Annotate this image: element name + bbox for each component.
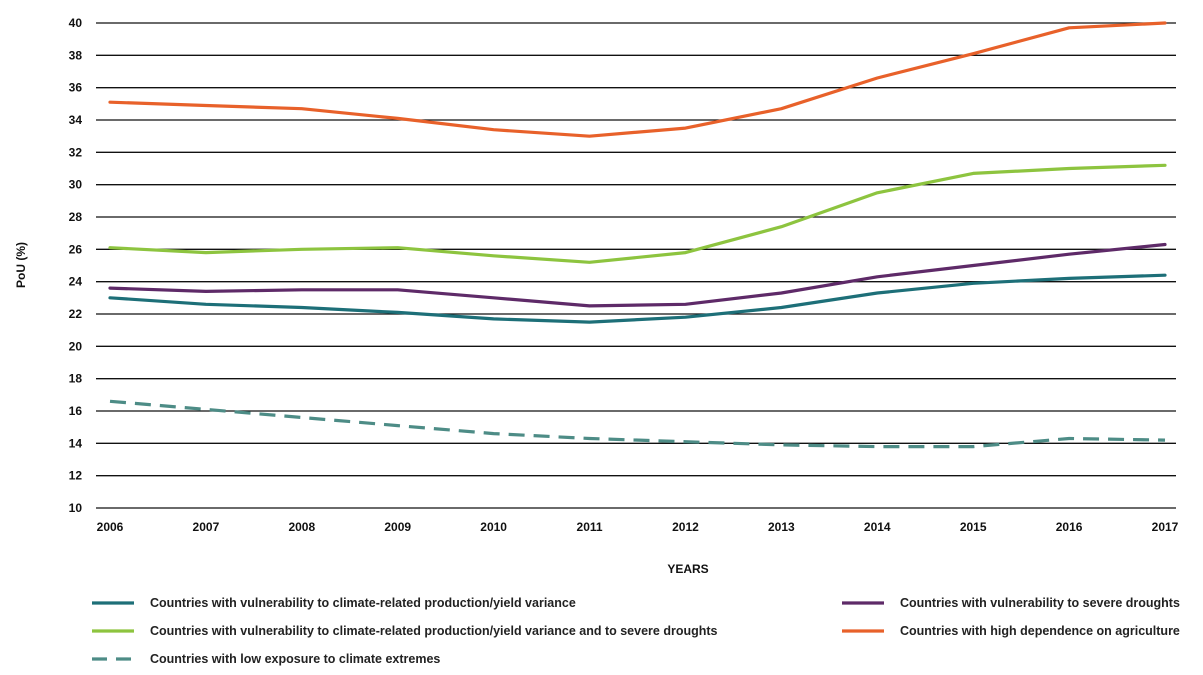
legend-label: Countries with vulnerability to climate-…: [150, 596, 576, 610]
y-tick-label: 18: [69, 372, 83, 386]
legend-label: Countries with high dependence on agricu…: [900, 624, 1180, 638]
y-tick-label: 40: [69, 16, 83, 30]
series-lines: [108, 21, 1167, 449]
x-tick-label: 2011: [577, 520, 603, 534]
legend-label: Countries with vulnerability to severe d…: [900, 596, 1180, 610]
series-line-2: [108, 163, 1167, 264]
x-tick-label: 2014: [864, 520, 891, 534]
y-tick-label: 10: [69, 501, 83, 515]
x-tick-label: 2007: [193, 520, 220, 534]
y-tick-label: 14: [69, 436, 83, 450]
x-tick-label: 2006: [97, 520, 124, 534]
gridlines: [96, 22, 1176, 509]
series-line-3: [108, 21, 1167, 138]
x-tick-label: 2016: [1056, 520, 1083, 534]
y-tick-label: 20: [69, 339, 83, 353]
legend: Countries with vulnerability to climate-…: [92, 596, 1180, 666]
legend-item: Countries with vulnerability to climate-…: [92, 624, 718, 638]
y-tick-label: 36: [69, 81, 83, 95]
legend-label: Countries with low exposure to climate e…: [150, 652, 440, 666]
y-axis-label: PoU (%): [14, 242, 28, 288]
x-tick-label: 2008: [288, 520, 315, 534]
y-tick-label: 24: [69, 275, 83, 289]
y-tick-label: 12: [69, 469, 83, 483]
legend-item: Countries with vulnerability to climate-…: [92, 596, 576, 610]
series-line-1: [108, 242, 1167, 308]
x-tick-label: 2013: [768, 520, 795, 534]
y-tick-label: 16: [69, 404, 83, 418]
legend-label: Countries with vulnerability to climate-…: [150, 624, 718, 638]
series-line-4: [109, 399, 1166, 449]
x-axis-ticks: 2006 2007 2008 2009 2010 2011 2012 2013 2014 2015…: [97, 520, 1179, 534]
x-axis-label: YEARS: [667, 562, 708, 576]
y-tick-label: 22: [69, 307, 83, 321]
x-tick-label: 2017: [1152, 520, 1179, 534]
series-line-0: [108, 273, 1167, 324]
y-tick-label: 28: [69, 210, 83, 224]
y-tick-label: 26: [69, 242, 83, 256]
legend-item: Countries with vulnerability to severe d…: [842, 596, 1180, 610]
x-tick-label: 2010: [480, 520, 507, 534]
y-axis-ticks: 10 12 14 16 18 20 22 24 26 28 30 32 34 36 38 40: [69, 16, 83, 515]
legend-item: Countries with low exposure to climate e…: [92, 652, 440, 666]
x-tick-label: 2012: [672, 520, 699, 534]
x-tick-label: 2015: [960, 520, 987, 534]
y-tick-label: 32: [69, 145, 83, 159]
y-tick-label: 34: [69, 113, 83, 127]
legend-item: Countries with high dependence on agricu…: [842, 624, 1180, 638]
x-tick-label: 2009: [384, 520, 411, 534]
y-tick-label: 30: [69, 178, 83, 192]
y-tick-label: 38: [69, 48, 83, 62]
